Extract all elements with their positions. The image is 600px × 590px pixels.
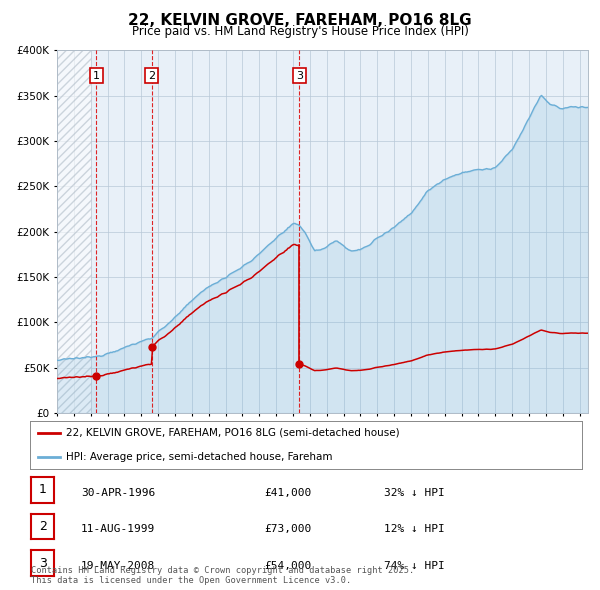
Text: HPI: Average price, semi-detached house, Fareham: HPI: Average price, semi-detached house,…	[66, 452, 332, 462]
Text: £73,000: £73,000	[264, 525, 311, 535]
Text: 74% ↓ HPI: 74% ↓ HPI	[384, 561, 445, 571]
Text: 22, KELVIN GROVE, FAREHAM, PO16 8LG (semi-detached house): 22, KELVIN GROVE, FAREHAM, PO16 8LG (sem…	[66, 428, 400, 438]
Text: 2: 2	[38, 520, 47, 533]
Text: £54,000: £54,000	[264, 561, 311, 571]
Text: 32% ↓ HPI: 32% ↓ HPI	[384, 488, 445, 498]
Text: 1: 1	[93, 71, 100, 81]
Text: 2: 2	[148, 71, 155, 81]
Text: Price paid vs. HM Land Registry's House Price Index (HPI): Price paid vs. HM Land Registry's House …	[131, 25, 469, 38]
Text: 1: 1	[38, 483, 47, 497]
Text: 12% ↓ HPI: 12% ↓ HPI	[384, 525, 445, 535]
Text: 30-APR-1996: 30-APR-1996	[81, 488, 155, 498]
Text: £41,000: £41,000	[264, 488, 311, 498]
Text: 11-AUG-1999: 11-AUG-1999	[81, 525, 155, 535]
Text: Contains HM Land Registry data © Crown copyright and database right 2025.
This d: Contains HM Land Registry data © Crown c…	[31, 566, 415, 585]
Text: 3: 3	[296, 71, 303, 81]
Text: 3: 3	[38, 556, 47, 570]
Text: 19-MAY-2008: 19-MAY-2008	[81, 561, 155, 571]
Text: 22, KELVIN GROVE, FAREHAM, PO16 8LG: 22, KELVIN GROVE, FAREHAM, PO16 8LG	[128, 13, 472, 28]
Bar	[57, 50, 91, 413]
